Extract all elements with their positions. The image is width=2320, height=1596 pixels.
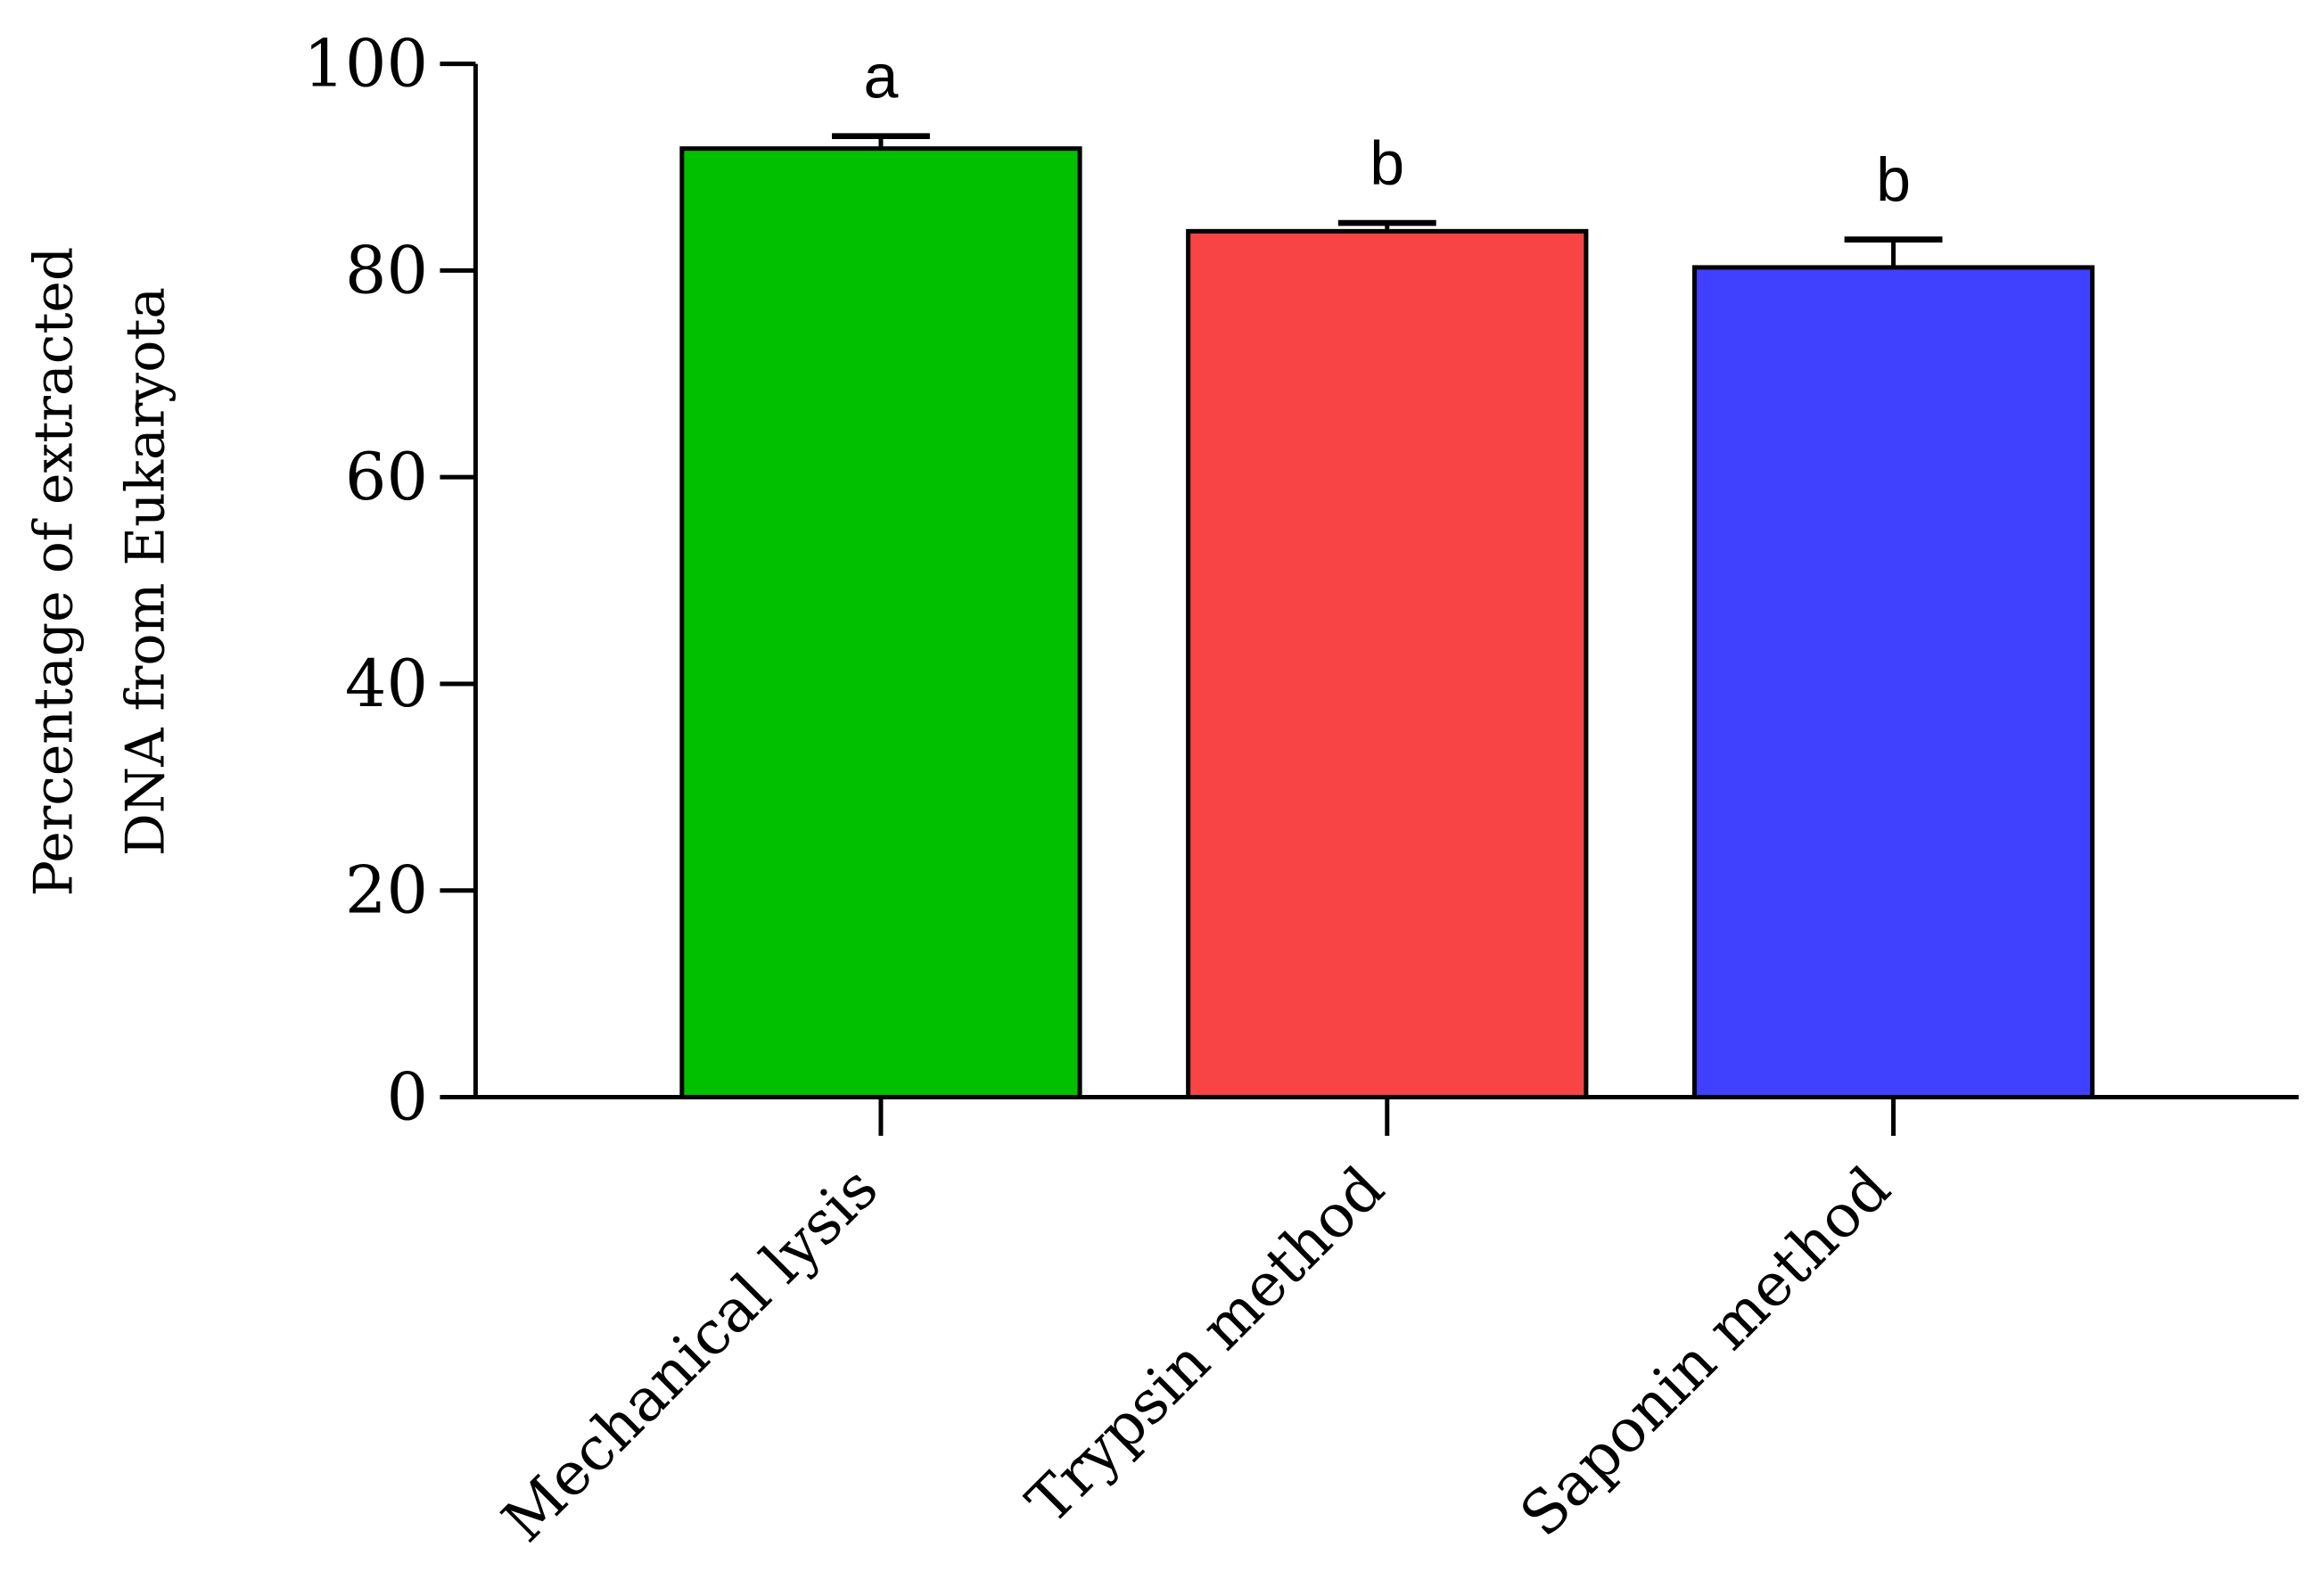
significance-letter: b xyxy=(1876,144,1911,214)
y-axis-label-line-1: Percentage of extracted xyxy=(22,247,85,897)
y-tick-label: 60 xyxy=(345,440,428,515)
bar-0 xyxy=(679,146,1082,1100)
significance-letter: b xyxy=(1370,128,1404,198)
y-axis-label: Percentage of extracted DNA from Eukaryo… xyxy=(22,247,177,897)
bar-1 xyxy=(1186,228,1589,1100)
bar-2 xyxy=(1691,265,2095,1100)
y-tick-label: 0 xyxy=(386,1059,428,1135)
y-tick-label: 80 xyxy=(345,233,428,309)
y-axis-label-line-2: DNA from Eukaryota xyxy=(115,287,177,856)
significance-letter: a xyxy=(864,41,899,111)
x-tick-label: Mechanical lysis xyxy=(489,1153,891,1555)
y-tick-label: 40 xyxy=(345,646,428,722)
x-tick-label: Trypsin method xyxy=(1013,1153,1397,1537)
y-tick-label: 100 xyxy=(303,27,428,103)
y-tick-label: 20 xyxy=(345,853,428,929)
x-tick-label: Saponin method xyxy=(1507,1153,1904,1550)
